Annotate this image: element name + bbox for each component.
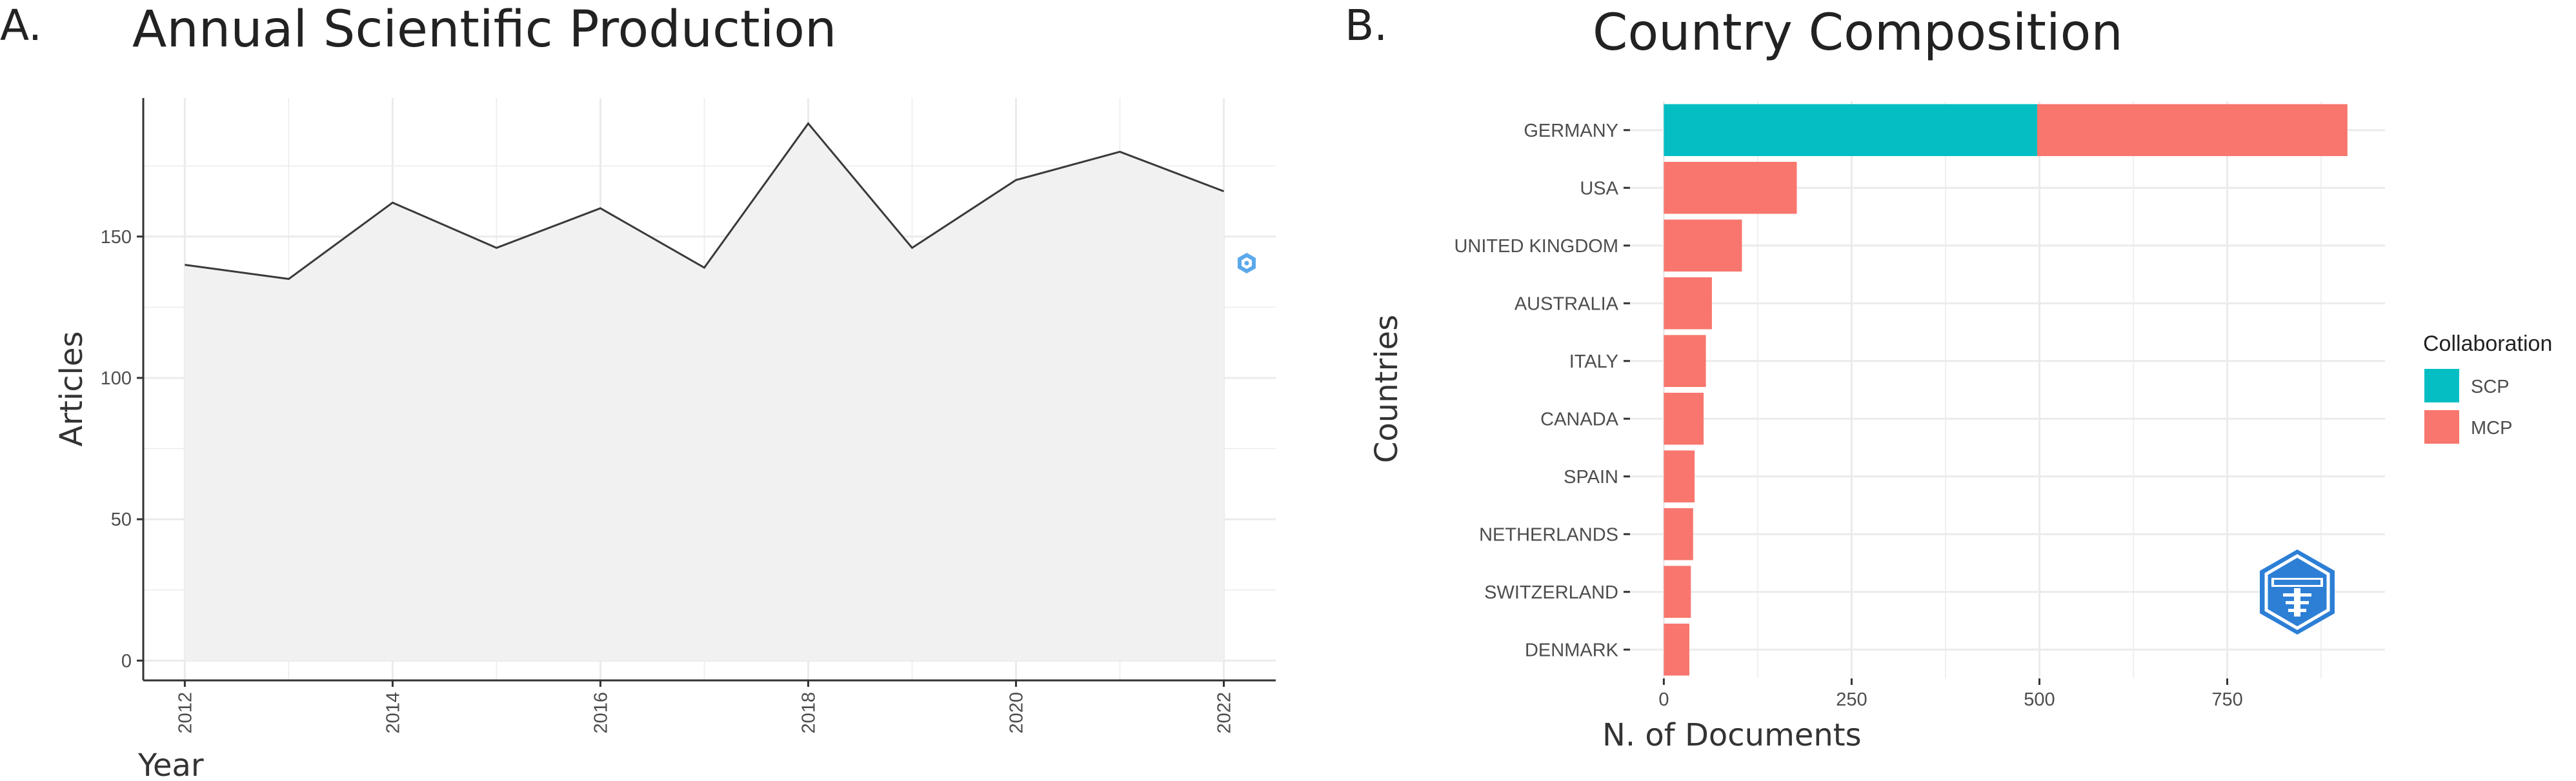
legend-label-scp: SCP [2471, 377, 2510, 397]
country-label: NETHERLANDS [1479, 524, 1618, 545]
country-label: AUSTRALIA [1514, 293, 1619, 314]
x-tick-label: 750 [2211, 689, 2242, 710]
legend-title: Collaboration [2423, 331, 2552, 356]
chart-b-y-ticks: GERMANY USA UNITED KINGDOM AUSTRALIA ITALY CA… [1454, 121, 1630, 660]
chart-a-y-ticks: 0 50 100 150 [101, 227, 143, 671]
bar-usa-mcp [1664, 161, 1797, 214]
bibliometrix-logo-icon [2260, 549, 2335, 635]
chart-a-y-axis-title: Articles [54, 331, 90, 447]
country-label: UNITED KINGDOM [1454, 236, 1618, 257]
chart-a-title: Annual Scientific Production [132, 1, 836, 59]
annual-production-chart: A. Annual Scientific Production 0 50 100 15… [0, 1, 1276, 781]
x-tick-label: 2012 [175, 692, 196, 734]
bar-canada-mcp [1664, 392, 1704, 445]
x-tick-label: 2018 [798, 692, 819, 734]
legend-key-scp [2424, 369, 2459, 402]
country-label: SWITZERLAND [1484, 582, 1618, 603]
chart-b-legend: Collaboration SCP MCP [2423, 331, 2552, 444]
x-tick-label: 2020 [1006, 692, 1027, 734]
bar-netherlands-mcp [1664, 508, 1693, 560]
y-tick-label: 0 [121, 651, 132, 671]
x-tick-label: 0 [1658, 689, 1669, 710]
country-label: USA [1580, 178, 1618, 199]
bibliometrix-logo-icon [1238, 253, 1256, 273]
articles-points [185, 123, 1224, 279]
x-tick-label: 500 [2024, 689, 2055, 710]
chart-b-title: Country Composition [1593, 4, 2123, 62]
chart-a-x-axis-title: Year [137, 747, 204, 781]
bar-switzerland-mcp [1664, 566, 1691, 618]
y-tick-label: 100 [101, 368, 132, 389]
bar-germany-mcp [2037, 104, 2348, 157]
bar-italy-mcp [1664, 335, 1706, 388]
x-tick-label: 2016 [590, 692, 611, 734]
bar-spain-mcp [1664, 450, 1695, 503]
country-label: ITALY [1569, 351, 1618, 372]
country-composition-chart: B. Country Composition GERMANY USA UNITED … [1345, 1, 2552, 753]
panel-a-letter: A. [0, 1, 42, 50]
chart-b-y-axis-title: Countries [1369, 315, 1405, 463]
bar-denmark-mcp [1664, 623, 1689, 676]
x-tick-label: 2014 [383, 692, 403, 734]
country-label: DENMARK [1525, 640, 1619, 660]
bar-united-kingdom-mcp [1664, 219, 1742, 272]
chart-b-x-axis-title: N. of Documents [1602, 717, 1862, 753]
articles-area [185, 123, 1224, 661]
bar-australia-mcp [1664, 277, 1712, 330]
country-label: SPAIN [1564, 467, 1618, 488]
country-label: CANADA [1540, 409, 1619, 430]
chart-a-x-ticks: 2012 2014 2016 2018 2020 2022 [175, 680, 1234, 734]
panel-b-letter: B. [1345, 1, 1387, 50]
chart-b-x-ticks: 0 250 500 750 [1658, 678, 2243, 710]
x-tick-label: 2022 [1214, 692, 1234, 734]
x-tick-label: 250 [1836, 689, 1867, 710]
y-tick-label: 150 [101, 227, 132, 248]
y-tick-label: 50 [111, 509, 132, 530]
chart-b-bars [1664, 104, 2348, 676]
legend-label-mcp: MCP [2471, 418, 2512, 439]
legend-key-mcp [2424, 410, 2459, 444]
country-label: GERMANY [1524, 121, 1618, 141]
bar-germany-scp [1664, 104, 2037, 157]
